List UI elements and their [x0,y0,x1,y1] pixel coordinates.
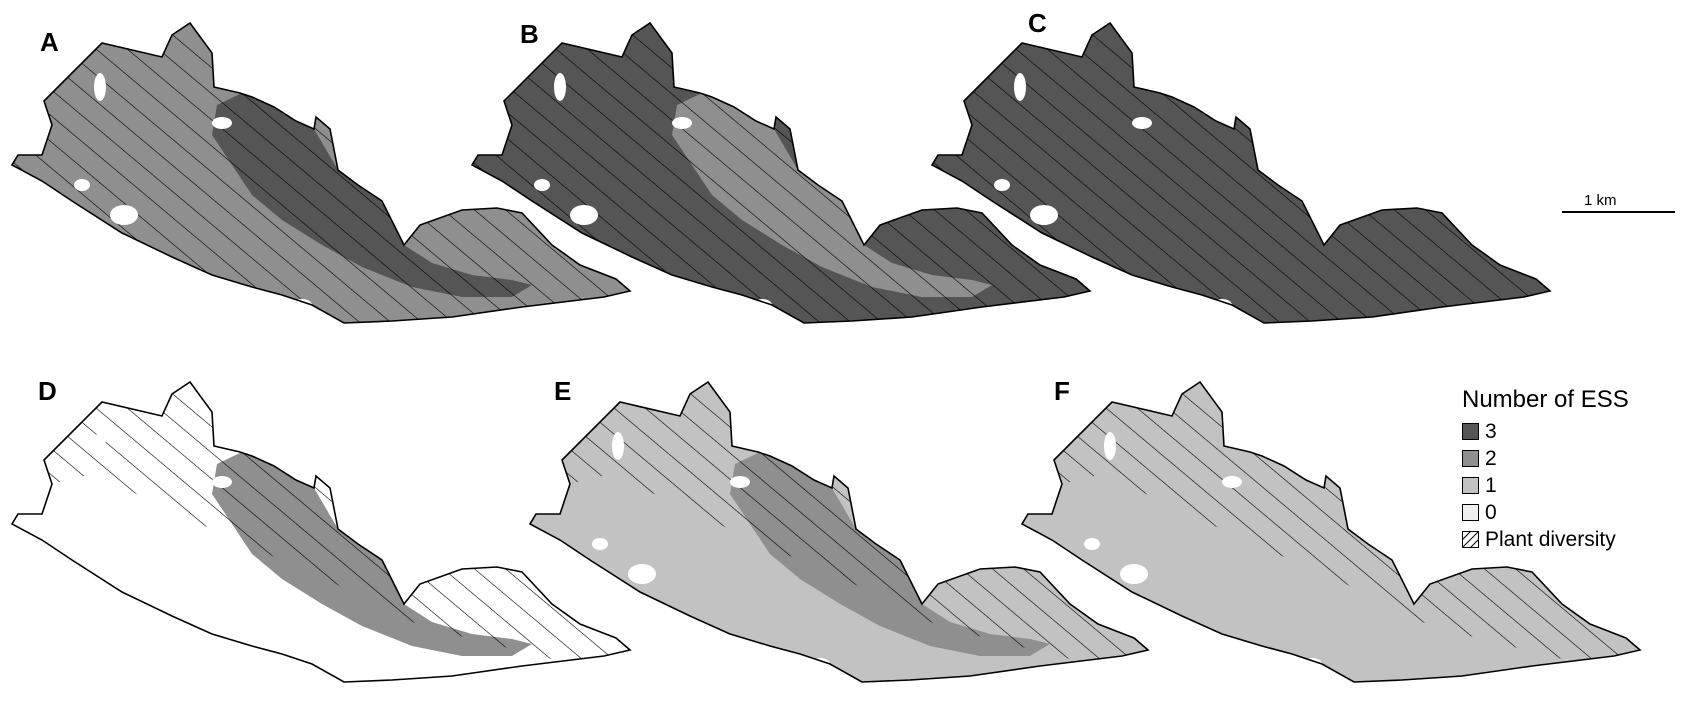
map-gap [1030,205,1058,225]
map-gap [1302,658,1322,670]
map-fill-group [932,23,1550,323]
legend-item-1: 1 [1462,472,1677,499]
map-gap [94,73,106,101]
map-gap [810,658,830,670]
legend-label-0: 0 [1485,500,1497,524]
map-gap [554,73,566,101]
map-panel-d: D [10,364,632,724]
scale-bar-label: 1 km [1584,192,1617,209]
panel-letter-b: B [520,19,539,49]
panel-letter-c: C [1028,8,1047,38]
map-gap [110,564,138,584]
plant-diversity-hatch [1054,382,1640,664]
map-a-svg [10,21,632,324]
legend-item-0: 0 [1462,499,1677,526]
map-gap [592,538,608,550]
legend-swatch-1 [1462,477,1479,494]
map-panel-c: C [930,5,1552,365]
map-gap [534,179,550,191]
map-gap [672,117,692,129]
panel-letter-f: F [1054,376,1070,406]
scale-bar: 1 km [1562,190,1683,220]
map-gap [212,117,232,129]
legend-swatch-0 [1462,504,1479,521]
map-panel-e: E [528,364,1150,724]
legend-label-1: 1 [1485,473,1497,497]
legend-title: Number of ESS [1462,386,1629,413]
panel-letter-e: E [554,376,572,406]
legend-item-plant-diversity: Plant diversity [1462,526,1677,553]
legend-swatch-3 [1462,423,1479,440]
map-d-svg [10,380,632,683]
map-outline [10,380,632,683]
plant-diversity-hatch [932,23,1550,323]
map-gap [1222,476,1242,488]
map-fill-group [12,23,630,323]
map-gap [1120,564,1148,584]
map-outline [470,21,1092,324]
map-gap [1084,538,1100,550]
map-gap [1132,117,1152,129]
legend-label-3: 3 [1485,419,1497,443]
map-gap [628,564,656,584]
map-b-svg [470,21,1092,324]
map-gap [74,538,90,550]
legend-item-3: 3 [1462,418,1677,445]
plant-diversity-hatch [44,382,630,664]
legend-label-plant-diversity: Plant diversity [1485,527,1616,551]
legend: Number of ESS 3 2 1 0 Plant diversity [1462,386,1677,553]
scale-bar-line [1562,211,1675,213]
map-f-svg [1020,380,1642,683]
map-outline [528,380,1150,683]
map-c-svg [930,21,1552,324]
plant-diversity-hatch [12,23,630,323]
map-panel-a: A [10,5,632,365]
plant-diversity-hatch [472,23,1090,323]
map-gap [1104,432,1116,460]
map-panel-b: B [470,5,1092,365]
map-panel-f: F [1020,364,1642,724]
panel-letter-d: D [38,376,57,406]
panel-letter-a: A [40,27,59,57]
map-gap [212,476,232,488]
map-gap [1014,73,1026,101]
map-gap [570,205,598,225]
legend-item-2: 2 [1462,445,1677,472]
map-outline [10,21,632,324]
map-gap [752,299,772,311]
legend-label-2: 2 [1485,446,1497,470]
map-outline [1020,380,1642,683]
map-gap [292,658,312,670]
legend-swatch-2 [1462,450,1479,467]
map-gap [1212,299,1232,311]
map-fill-group [472,23,1090,323]
map-e-svg [528,380,1150,683]
map-gap [612,432,624,460]
legend-swatch-hatch [1462,531,1479,548]
map-gap [730,476,750,488]
map-gap [292,299,312,311]
map-gap [110,205,138,225]
map-outline [930,21,1552,324]
map-gap [74,179,90,191]
map-gap [94,432,106,460]
map-gap [994,179,1010,191]
plant-diversity-hatch [562,382,1148,664]
